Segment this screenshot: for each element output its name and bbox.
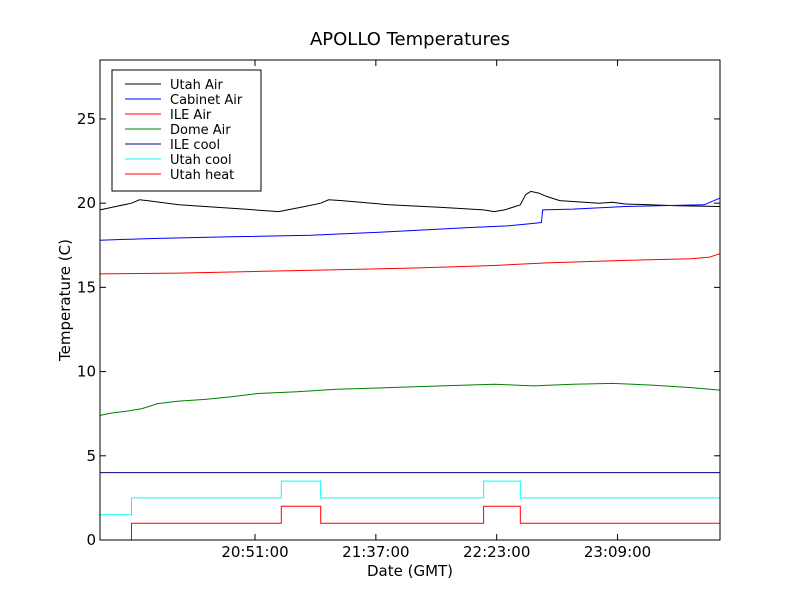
legend-label-utah-heat: Utah heat (170, 168, 234, 183)
legend-label-dome-air: Dome Air (170, 123, 231, 138)
legend-label-cabinet-air: Cabinet Air (170, 93, 243, 108)
series-line-cabinet-air (99, 197, 721, 241)
plot-series (99, 190, 721, 541)
y-axis-label: Temperature (C) (56, 239, 74, 362)
series-line-utah-heat (100, 505, 720, 541)
legend-label-utah-cool: Utah cool (170, 153, 232, 168)
chart-title: APOLLO Temperatures (310, 29, 510, 50)
series-line-ile-air (99, 253, 721, 275)
series-line-utah-cool (100, 480, 720, 516)
x-axis-label: Date (GMT) (367, 562, 453, 580)
legend-label-ile-air: ILE Air (170, 108, 212, 123)
y-tick-label: 15 (77, 278, 96, 296)
x-ticks: 20:51:00 21:37:00 22:23:00 23:09:00 (221, 60, 651, 561)
x-tick-label: 22:23:00 (463, 543, 530, 561)
y-tick-label: 25 (77, 110, 96, 128)
y-tick-label: 0 (86, 531, 96, 549)
legend-label-utah-air: Utah Air (170, 78, 223, 93)
x-tick-label: 23:09:00 (584, 543, 651, 561)
y-tick-label: 20 (77, 194, 96, 212)
legend-box (111, 69, 262, 192)
series-line-dome-air (99, 382, 721, 416)
y-tick-label: 5 (86, 447, 96, 465)
legend-label-ile-cool: ILE cool (170, 138, 220, 153)
y-ticks: 0 5 10 15 20 25 (77, 110, 720, 549)
x-tick-label: 21:37:00 (342, 543, 409, 561)
series-line-utah-air (99, 190, 721, 213)
x-tick-label: 20:51:00 (221, 543, 288, 561)
y-tick-label: 10 (77, 363, 96, 381)
plot-frame (99, 59, 721, 541)
